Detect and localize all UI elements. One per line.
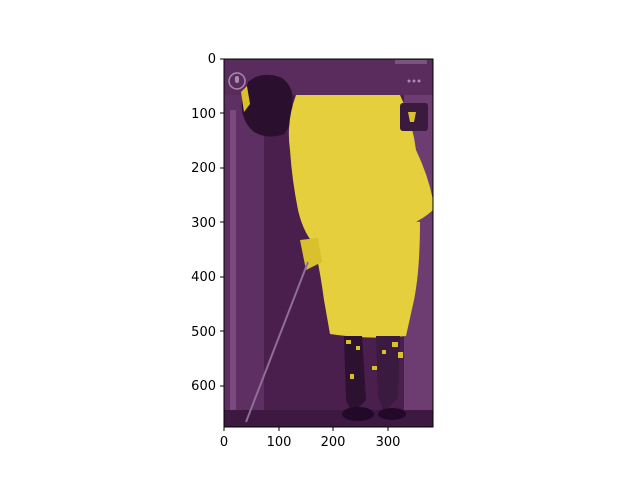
x-tick-label: 200 <box>321 435 346 450</box>
person-head <box>241 74 293 137</box>
y-tick-label: 0 <box>208 52 216 67</box>
app-thumbnail-glyph <box>408 112 416 122</box>
hands <box>300 238 322 270</box>
y-tick-label: 300 <box>191 216 216 231</box>
golf-club <box>245 261 309 423</box>
mic-icon-body <box>235 76 239 83</box>
image-panel <box>224 59 433 427</box>
mic-icon <box>228 72 246 90</box>
shoe-left <box>342 407 374 421</box>
shoe-right <box>378 408 406 420</box>
y-tick-label: 400 <box>191 270 216 285</box>
more-dots-icon <box>407 79 421 83</box>
x-tick-label: 300 <box>376 435 401 450</box>
leg-mask-speckles <box>346 340 403 379</box>
head-mask-fringe <box>241 86 250 112</box>
y-tick-label: 200 <box>191 161 216 176</box>
y-tick-label: 600 <box>191 379 216 394</box>
x-axis <box>223 427 389 431</box>
status-icons <box>395 60 427 64</box>
door-frame <box>230 110 236 427</box>
legs <box>344 336 366 414</box>
x-tick-label: 0 <box>220 435 228 450</box>
shirt-mask <box>288 95 433 248</box>
y-tick-label: 100 <box>191 107 216 122</box>
x-tick-label: 100 <box>267 435 292 450</box>
y-tick-label: 500 <box>191 325 216 340</box>
axes-frame <box>223 58 434 428</box>
shorts-mask <box>314 220 420 338</box>
leg-right <box>376 336 400 412</box>
y-axis <box>220 58 224 387</box>
